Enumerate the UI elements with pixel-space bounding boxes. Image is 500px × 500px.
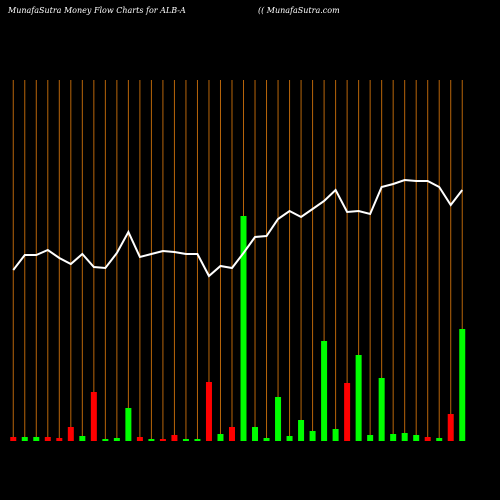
bar (367, 435, 374, 441)
bar (298, 420, 305, 441)
bar (401, 433, 408, 441)
bar (413, 435, 420, 441)
bar (332, 429, 339, 441)
bar (321, 341, 328, 441)
bar (79, 436, 86, 441)
chart-subtitle: (( MunafaSutra.com (258, 6, 340, 15)
bar (182, 439, 189, 441)
bar (424, 437, 431, 441)
bar (44, 437, 51, 441)
bar (136, 437, 143, 441)
bar (56, 438, 63, 441)
flow-line (12, 178, 464, 278)
bar (21, 437, 28, 441)
bar (275, 397, 282, 441)
bar (447, 414, 454, 441)
bar (252, 427, 259, 441)
bar (159, 439, 166, 441)
bar (355, 355, 362, 441)
bar (171, 435, 178, 441)
bar (205, 382, 212, 441)
bar (390, 434, 397, 441)
bar (228, 427, 235, 441)
bar (194, 439, 201, 441)
bar (10, 437, 17, 441)
bar (148, 439, 155, 441)
bar (113, 438, 120, 441)
bar (378, 378, 385, 441)
bar (33, 437, 40, 441)
bar (125, 408, 132, 441)
bar (436, 438, 443, 441)
bar (459, 329, 466, 441)
bar (90, 392, 97, 441)
chart-title: MunafaSutra Money Flow Charts for ALB-A (7, 6, 186, 15)
bar (309, 431, 316, 441)
bar (344, 383, 351, 441)
bar (240, 216, 247, 441)
bar (102, 439, 109, 441)
bar (217, 434, 224, 441)
bar (286, 436, 293, 441)
bar (67, 427, 74, 441)
bar (263, 438, 270, 441)
